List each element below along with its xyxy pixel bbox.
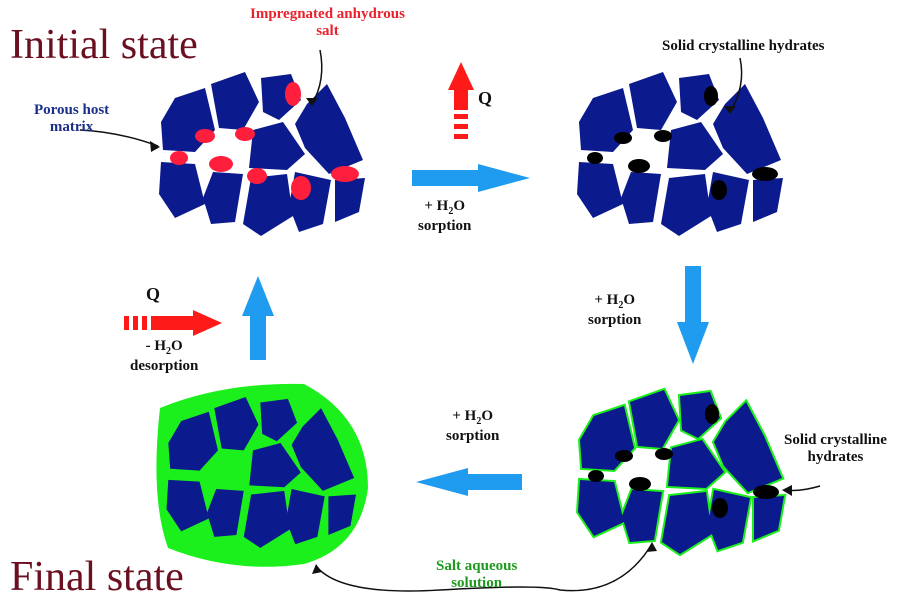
sorption-word-top: sorption bbox=[418, 217, 472, 234]
final-cluster bbox=[156, 383, 368, 567]
sorption-word-right: sorption bbox=[588, 311, 642, 328]
water-o-left: O bbox=[171, 338, 183, 354]
salt-solution-label: Salt aqueous solution bbox=[436, 558, 517, 593]
water-plus-top: + H bbox=[424, 198, 449, 214]
salt-solution-line1: Salt aqueous bbox=[436, 558, 518, 574]
sorption-word-bottom: sorption bbox=[446, 427, 500, 444]
desorption-label: - H2O desorption bbox=[130, 338, 198, 375]
solid-hydrates-right-label: Solid crystalline hydrates bbox=[784, 432, 887, 467]
solid-hydrates-right-line1: Solid crystalline bbox=[784, 432, 887, 448]
solid-hydrates-right-line2: hydrates bbox=[807, 449, 864, 466]
final-state-title: Final state bbox=[10, 554, 184, 600]
arrow-hydrate-to-mixed bbox=[677, 266, 709, 364]
porous-host-line2: matrix bbox=[49, 119, 94, 136]
sorption-label-bottom: + H2O sorption bbox=[446, 408, 499, 445]
initial-cluster bbox=[159, 72, 365, 236]
water-plus-right: + H bbox=[594, 292, 619, 308]
desorption-word: desorption bbox=[130, 357, 199, 374]
porous-host-label: Porous host matrix bbox=[34, 102, 109, 137]
heat-arrow-right bbox=[124, 310, 222, 336]
arrow-initial-to-hydrate bbox=[412, 164, 530, 192]
water-sub-top: 2 bbox=[448, 206, 454, 217]
water-minus: - H bbox=[145, 338, 167, 354]
arrow-mixed-to-final bbox=[416, 468, 522, 496]
water-o-right: O bbox=[623, 292, 635, 308]
sorption-label-top: + H2O sorption bbox=[418, 198, 471, 235]
impregnated-salt-line2: salt bbox=[316, 23, 339, 40]
mixed-cluster bbox=[572, 386, 786, 563]
arrow-final-to-initial bbox=[242, 276, 274, 360]
water-o-bottom: O bbox=[481, 408, 493, 424]
sorption-label-right: + H2O sorption bbox=[588, 292, 641, 329]
water-o-top: O bbox=[453, 198, 465, 214]
heat-q-left: Q bbox=[146, 284, 161, 304]
leader-heads bbox=[150, 98, 792, 574]
water-sub-right: 2 bbox=[618, 300, 624, 311]
water-sub-left: 2 bbox=[166, 346, 172, 357]
water-sub-bottom: 2 bbox=[476, 416, 482, 427]
impregnated-salt-line1: Impregnated anhydrous bbox=[250, 6, 405, 22]
solid-hydrates-top-label: Solid crystalline hydrates bbox=[662, 38, 825, 54]
porous-host-line1: Porous host bbox=[34, 102, 110, 118]
heat-arrow-up bbox=[448, 62, 474, 139]
water-plus-bottom: + H bbox=[452, 408, 477, 424]
heat-q-top: Q bbox=[478, 88, 493, 108]
initial-state-title: Initial state bbox=[10, 22, 198, 68]
hydrate-cluster bbox=[577, 72, 783, 236]
salt-solution-line2: solution bbox=[451, 575, 503, 592]
impregnated-salt-label: Impregnated anhydrous salt bbox=[250, 6, 405, 41]
